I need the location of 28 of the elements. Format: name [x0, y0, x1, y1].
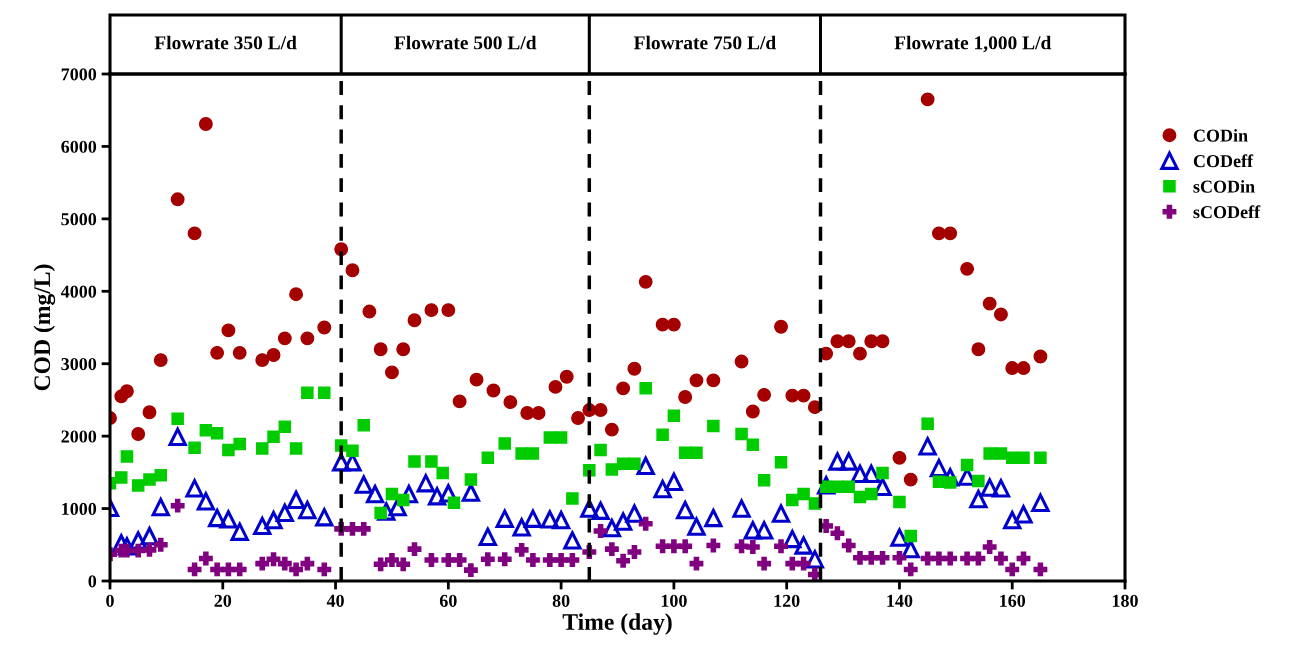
y-tick-label: 7000	[61, 68, 97, 81]
text: Flowrate 750 L/d	[633, 35, 776, 50]
legend-label: CODeff	[1193, 154, 1254, 168]
y-tick-label: 2000	[61, 430, 97, 443]
y-tick-label: 5000	[61, 213, 97, 226]
text: Flowrate 500 L/d	[394, 35, 537, 50]
y-tick-label: 3000	[61, 357, 97, 371]
x-tick-label: 100	[661, 594, 687, 607]
x-tick-label: 80	[552, 594, 570, 607]
x-axis-title: Time (day)	[562, 613, 672, 635]
text: Flowrate 350 L/d	[154, 35, 297, 50]
legend-label: sCODin	[1193, 180, 1255, 193]
x-tick-label: 20	[214, 594, 232, 607]
y-tick-label: 0	[88, 575, 97, 588]
x-tick-label: 160	[1000, 594, 1026, 607]
x-tick-label: 120	[774, 594, 800, 607]
x-tick-label: 0	[106, 594, 114, 607]
legend-label: sCODeff	[1193, 205, 1261, 219]
y-tick-label: 6000	[61, 140, 97, 153]
legend-label: CODin	[1193, 129, 1248, 142]
x-tick-label: 60	[439, 594, 457, 607]
y-tick-label: 4000	[60, 285, 97, 298]
y-axis-title: COD (mg/L)	[33, 264, 56, 391]
x-tick-label: 180	[1112, 594, 1138, 607]
text: Flowrate 1,000 L/d	[894, 35, 1052, 53]
x-tick-label: 140	[887, 594, 913, 607]
x-tick-label: 40	[326, 594, 344, 607]
y-tick-label: 1000	[62, 502, 97, 516]
